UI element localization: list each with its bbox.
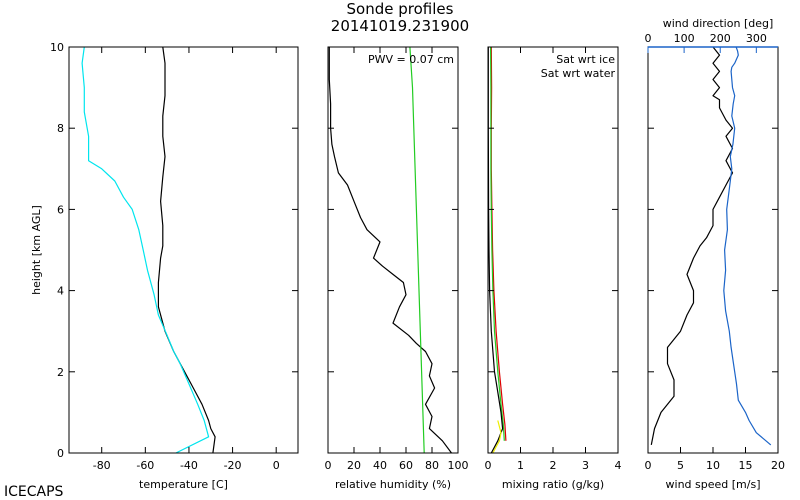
y-tick-label: 8 [57, 122, 64, 135]
axes-frame-mixing_ratio [487, 46, 619, 454]
x-axis-label: mixing ratio (g/kg) [502, 478, 604, 491]
series-line-mixing_ratio-2 [487, 47, 504, 454]
legend-entry: Sat wrt water [541, 67, 616, 80]
series-line-relative_humidity-0 [328, 47, 452, 454]
x-tick-label: -60 [136, 459, 154, 472]
panel-relative_humidity: 0 20 40 60 80 100 relative humidity (%) PWV = 0… [325, 46, 469, 491]
series-line-relative_humidity-1 [409, 46, 425, 454]
figure-title: Sonde profiles [347, 0, 454, 18]
x-tick-label: 1 [517, 459, 524, 472]
y-axis-label: height [km AGL] [30, 205, 43, 295]
y-tick-label: 2 [57, 366, 64, 379]
x-tick-label: 2 [550, 459, 557, 472]
series-line-temperature-1 [81, 46, 210, 454]
panel-wind: 0 5 10 15 20 wind speed [m/s] 0 100 200 300 wind d… [645, 17, 786, 491]
figure-subtitle: 20141019.231900 [331, 17, 469, 35]
series-line-wind-1 [723, 46, 772, 446]
x-tick-label: 3 [582, 459, 589, 472]
x-tick-label: 20 [771, 459, 785, 472]
x-tick-label: 20 [347, 459, 361, 472]
axes-frame-relative_humidity [327, 46, 459, 454]
x-tick-label: 0 [645, 459, 652, 472]
x-tick-label: -20 [224, 459, 242, 472]
series-line-mixing_ratio-3 [492, 420, 502, 454]
x-tick-label: 0 [325, 459, 332, 472]
x-tick-label: -40 [180, 459, 198, 472]
series-line-temperature-0 [157, 46, 216, 454]
x-tick-label: 0 [485, 459, 492, 472]
series-line-wind-0 [650, 46, 734, 446]
x-tick-label: 100 [448, 459, 469, 472]
x-axis-label: relative humidity (%) [335, 478, 451, 491]
x-tick-label: 15 [739, 459, 753, 472]
x-axis-label: temperature [C] [139, 478, 228, 491]
y-tick-label: 0 [57, 447, 64, 460]
y-tick-label: 6 [57, 203, 64, 216]
annotation-text: PWV = 0.07 cm [368, 53, 454, 66]
top-tick-label: 100 [674, 32, 695, 45]
series-line-mixing_ratio-1 [490, 46, 505, 441]
top-tick-label: 200 [710, 32, 731, 45]
top-tick-label: 0 [645, 32, 652, 45]
top-axis-label: wind direction [deg] [663, 17, 774, 30]
x-tick-label: 4 [615, 459, 622, 472]
x-tick-label: 5 [677, 459, 684, 472]
x-tick-label: 0 [273, 459, 280, 472]
y-tick-label: 10 [50, 41, 64, 54]
x-tick-label: 10 [706, 459, 720, 472]
x-axis-label: wind speed [m/s] [666, 478, 761, 491]
x-tick-label: 40 [373, 459, 387, 472]
axes-frame-wind [647, 46, 779, 454]
top-tick-label: 300 [746, 32, 767, 45]
legend-entry: Sat wrt ice [556, 53, 615, 66]
x-tick-label: -80 [93, 459, 111, 472]
y-tick-label: 4 [57, 285, 64, 298]
x-tick-label: 60 [399, 459, 413, 472]
axes-frame-temperature [68, 46, 299, 454]
x-tick-label: 80 [425, 459, 439, 472]
site-label: ICECAPS [4, 484, 64, 500]
panel-temperature: -80 -60 -40 -20 0 temperature [C] 0 2 4 6 8 10 [50, 41, 299, 491]
